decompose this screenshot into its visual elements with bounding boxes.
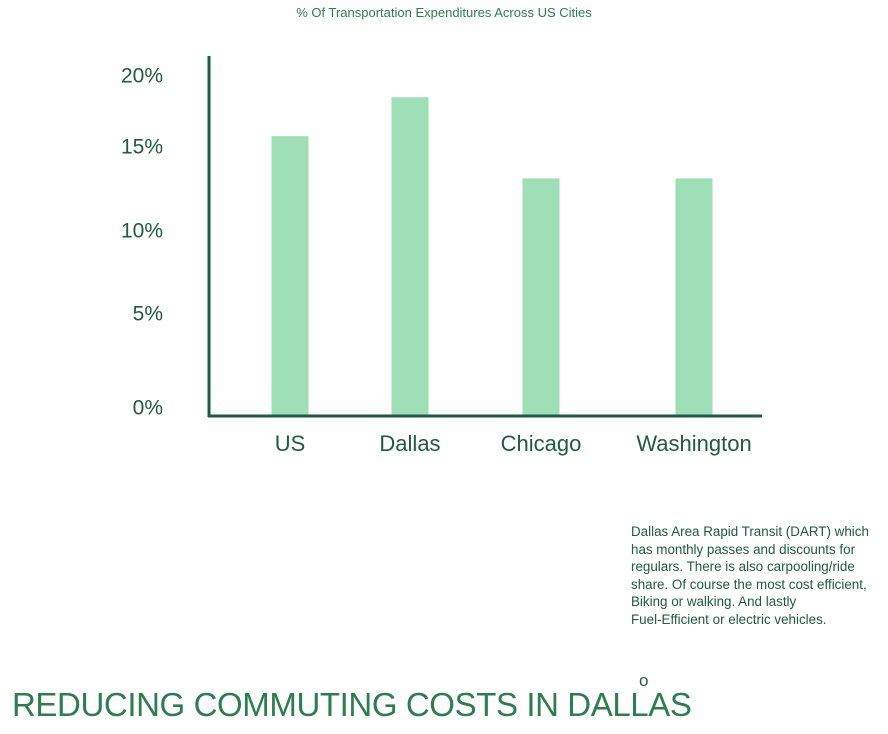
y-tick-label: 0% <box>133 397 163 420</box>
chart-title: % Of Transportation Expenditures Across … <box>296 5 592 20</box>
heading-mark: o <box>639 671 649 690</box>
transit-note: Dallas Area Rapid Transit (DART) which h… <box>631 524 869 627</box>
y-tick-label: 15% <box>121 136 163 159</box>
y-tick-label: 10% <box>121 220 163 243</box>
y-tick-label: 20% <box>121 65 163 88</box>
bar-dallas <box>391 97 429 415</box>
x-category-label: US <box>275 431 306 456</box>
bar-chicago <box>522 178 560 415</box>
x-category-label: Washington <box>636 431 751 456</box>
x-category-label: Dallas <box>379 431 440 456</box>
y-tick-label: 5% <box>133 303 163 326</box>
bar-us <box>271 136 309 415</box>
x-category-label: Chicago <box>501 431 582 456</box>
page-heading: REDUCING COMMUTING COSTS IN DALLAS <box>12 686 692 723</box>
bar-washington <box>675 178 713 415</box>
bar-chart: 0% 5% 10% 15% 20% US Dallas Chicago Washington <box>121 56 762 456</box>
